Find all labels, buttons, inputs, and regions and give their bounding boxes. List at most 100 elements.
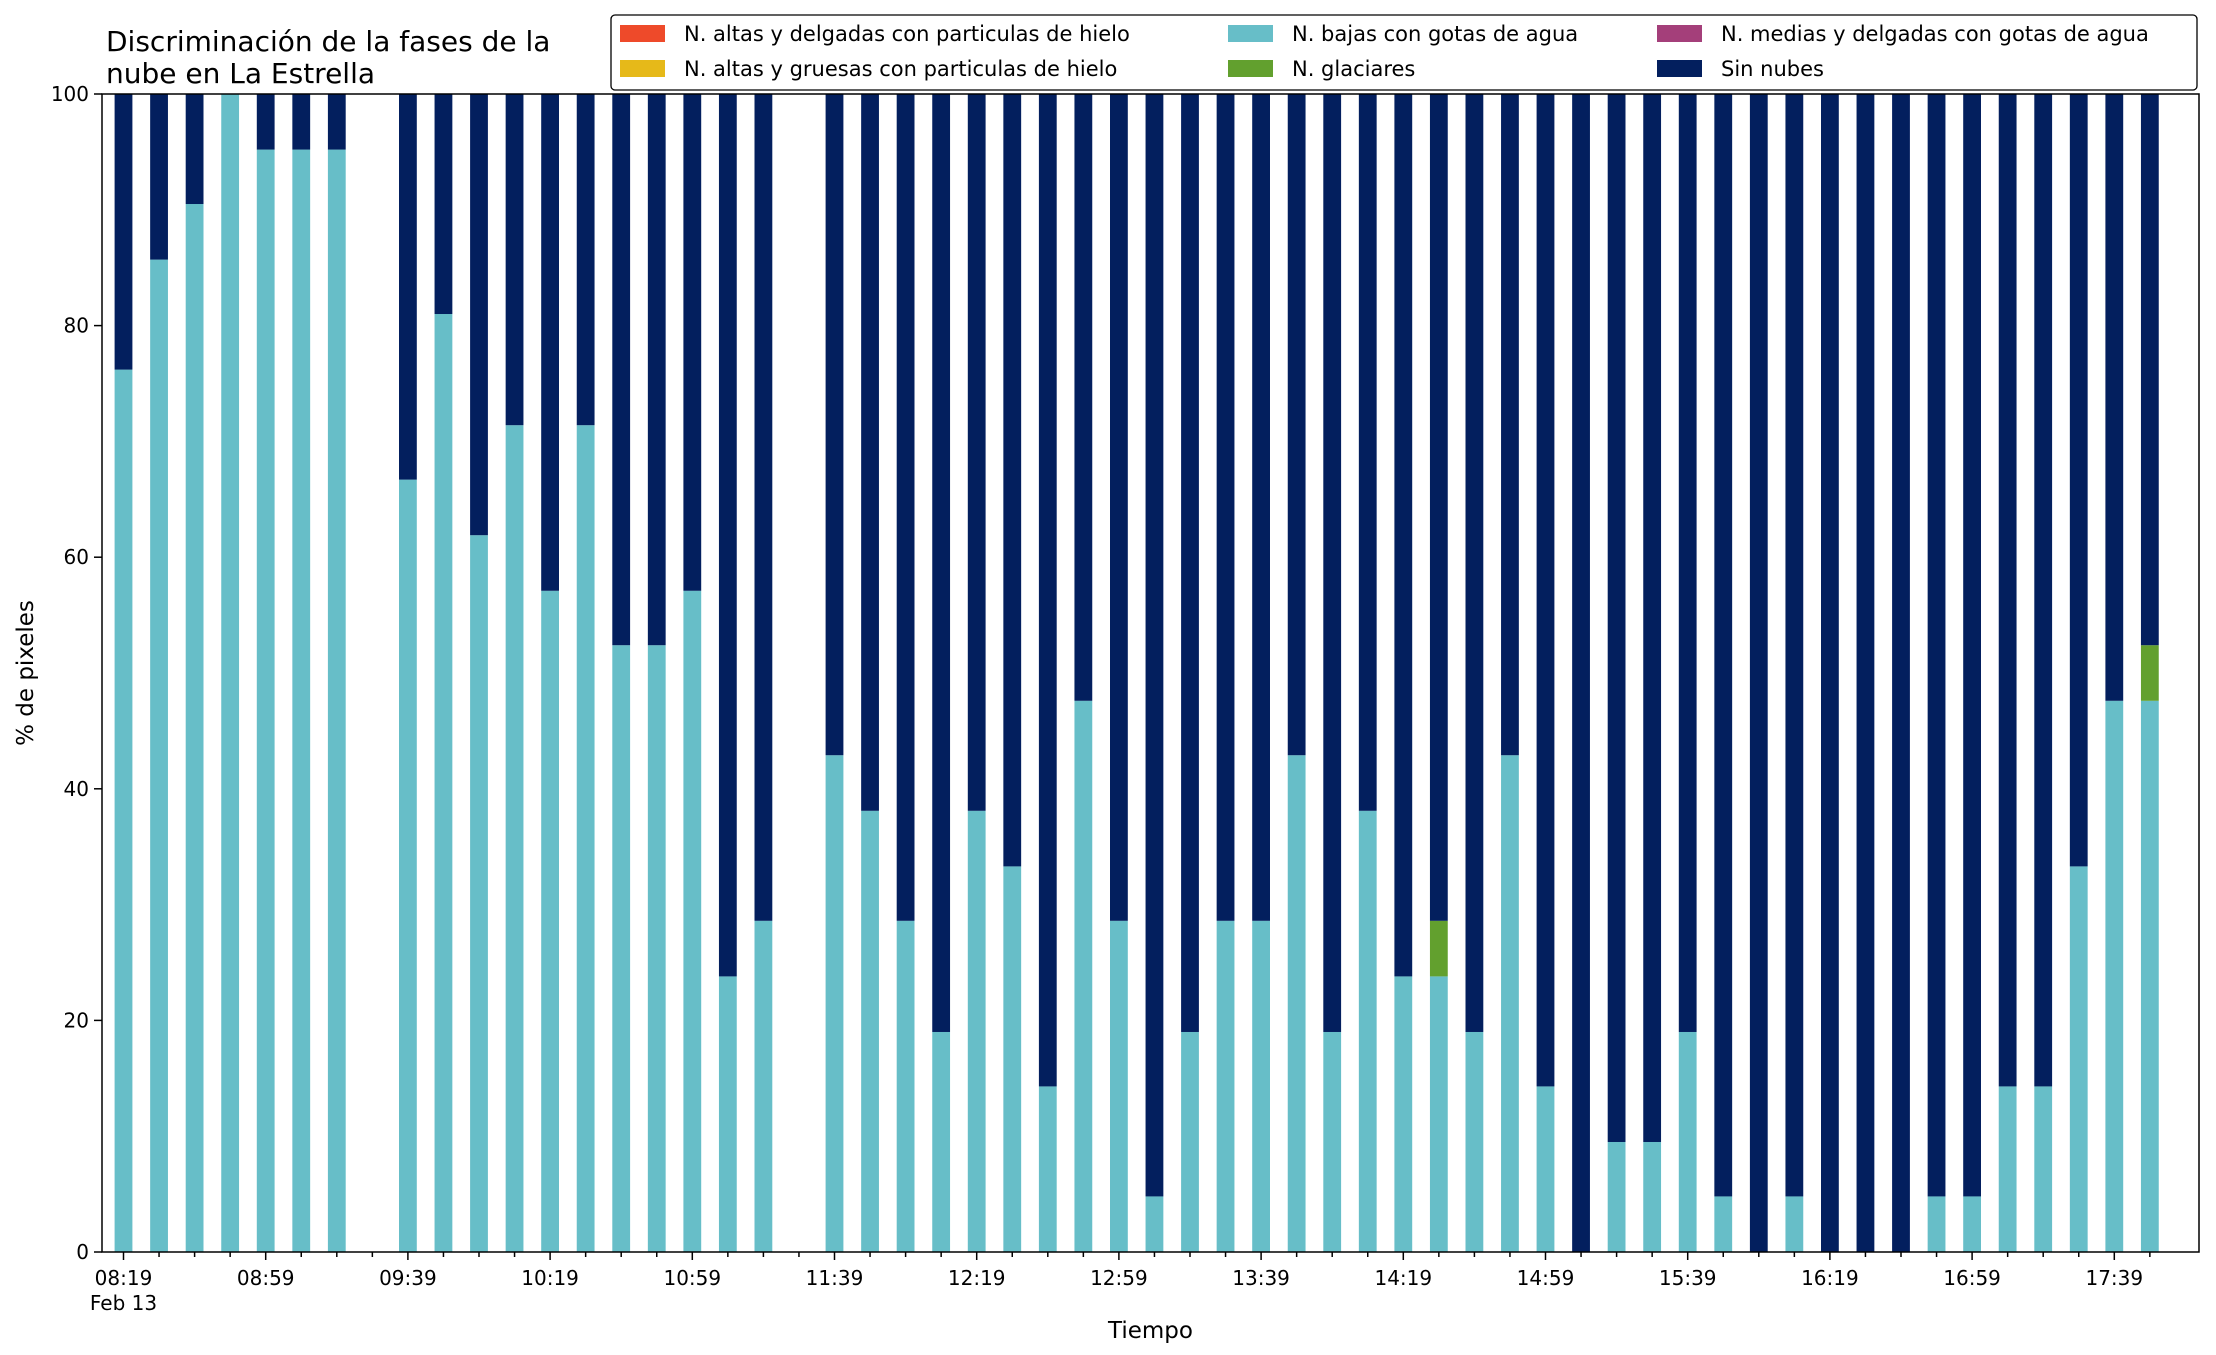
bar-segment-40-series-5 (1536, 94, 1555, 1087)
bar-segment-53-series-5 (1998, 94, 2017, 1087)
bar-segment-55-series-5 (2069, 94, 2088, 867)
y-tick-label: 60 (64, 545, 89, 569)
legend-label: Sin nubes (1721, 57, 1824, 81)
y-tick-label: 40 (64, 777, 89, 801)
bar-segment-33-series-5 (1287, 94, 1306, 756)
bar-segment-24-series-5 (967, 94, 986, 811)
bar-segment-5-series-5 (292, 94, 311, 150)
x-tick-label: 12:59 (1090, 1266, 1148, 1290)
bar-segment-25-series-2 (1003, 866, 1022, 1252)
bar-segment-29-series-5 (1145, 94, 1164, 1197)
bar-segment-24-series-2 (967, 810, 986, 1252)
bar-segment-50-series-5 (1892, 94, 1910, 1252)
legend-label: N. bajas con gotas de agua (1292, 22, 1578, 46)
bar-segment-39-series-5 (1501, 94, 1519, 756)
legend-swatch (1657, 60, 1702, 77)
bar-segment-13-series-2 (576, 425, 595, 1252)
bar-segment-16-series-2 (683, 590, 702, 1252)
bar-segment-54-series-5 (2034, 94, 2053, 1087)
y-axis-label: % de pixeles (13, 600, 39, 746)
bar-segment-55-series-2 (2069, 866, 2088, 1252)
bar-segment-43-series-5 (1643, 94, 1662, 1142)
bar-segment-12-series-2 (541, 590, 559, 1252)
bar-segment-35-series-5 (1358, 94, 1377, 811)
bar-segment-4-series-2 (256, 149, 275, 1253)
bar-segment-33-series-2 (1287, 755, 1306, 1252)
x-tick-label: 16:19 (1801, 1266, 1859, 1290)
bar-segment-45-series-2 (1714, 1196, 1733, 1252)
x-tick-label: 09:39 (379, 1266, 437, 1290)
bar-segment-37-series-3 (1429, 920, 1448, 977)
bar-segment-21-series-5 (861, 94, 879, 811)
bar-segment-14-series-2 (612, 645, 631, 1252)
bar-segment-38-series-2 (1465, 1031, 1484, 1252)
bar-segment-44-series-2 (1678, 1031, 1697, 1252)
y-tick-label: 100 (51, 82, 89, 106)
bar-segment-35-series-2 (1358, 810, 1377, 1252)
bar-segment-30-series-2 (1181, 1031, 1199, 1252)
bar-segment-25-series-5 (1003, 94, 1022, 867)
bar-segment-46-series-5 (1749, 94, 1768, 1252)
legend-swatch (1228, 60, 1273, 77)
x-tick-label: 11:39 (806, 1266, 864, 1290)
bar-segment-22-series-5 (896, 94, 915, 921)
x-tick-label: 16:59 (1943, 1266, 2001, 1290)
bar-segment-2-series-2 (185, 204, 204, 1252)
bar-segment-0-series-2 (114, 369, 133, 1253)
bar-segment-9-series-2 (434, 314, 453, 1252)
legend-label: N. glaciares (1292, 57, 1415, 81)
x-tick-label: 13:39 (1232, 1266, 1290, 1290)
bar-segment-20-series-5 (825, 94, 844, 756)
bar-segment-47-series-2 (1785, 1196, 1804, 1252)
bar-segment-34-series-2 (1323, 1031, 1342, 1252)
bar-segment-8-series-5 (399, 94, 417, 480)
bar-segment-28-series-5 (1110, 94, 1128, 921)
x-tick-label: 15:39 (1659, 1266, 1717, 1290)
bar-segment-11-series-2 (505, 425, 524, 1252)
bar-segment-10-series-2 (470, 535, 488, 1252)
bar-segment-52-series-2 (1963, 1196, 1981, 1252)
bar-segment-36-series-5 (1394, 94, 1413, 977)
bar-segment-13-series-5 (576, 94, 595, 426)
bar-segment-29-series-2 (1145, 1196, 1164, 1252)
legend: N. altas y delgadas con particulas de hi… (610, 14, 2198, 91)
bar-segment-16-series-5 (683, 94, 702, 591)
bars-layer (114, 94, 2159, 1253)
bar-segment-1-series-2 (150, 259, 168, 1253)
bar-segment-21-series-2 (861, 810, 879, 1252)
legend-box (610, 14, 2198, 91)
bar-segment-47-series-5 (1785, 94, 1804, 1197)
bar-segment-39-series-2 (1501, 755, 1519, 1252)
bar-segment-31-series-2 (1216, 920, 1235, 1252)
bar-segment-30-series-5 (1181, 94, 1199, 1032)
chart-title-line-2: nube en La Estrella (106, 57, 375, 90)
x-tick-label: 10:19 (521, 1266, 579, 1290)
bar-segment-20-series-2 (825, 755, 844, 1252)
plot-frame (101, 93, 2200, 1253)
bar-segment-32-series-2 (1252, 920, 1270, 1252)
bar-segment-56-series-2 (2105, 700, 2124, 1252)
bar-segment-23-series-5 (932, 94, 951, 1032)
x-tick-label: 14:19 (1374, 1266, 1432, 1290)
bar-segment-12-series-5 (541, 94, 559, 591)
bar-segment-10-series-5 (470, 94, 488, 536)
bar-segment-52-series-5 (1963, 94, 1981, 1197)
bar-segment-40-series-2 (1536, 1086, 1555, 1252)
bar-segment-18-series-5 (754, 94, 773, 921)
bar-segment-3-series-2 (221, 94, 240, 1252)
bar-segment-31-series-5 (1216, 94, 1235, 921)
bar-segment-0-series-5 (114, 94, 133, 370)
bar-segment-48-series-5 (1821, 94, 1839, 1252)
y-tick-label: 80 (64, 314, 89, 338)
bar-segment-2-series-5 (185, 94, 204, 205)
bar-segment-53-series-2 (1998, 1086, 2017, 1252)
bar-segment-43-series-2 (1643, 1141, 1662, 1252)
bar-segment-1-series-5 (150, 94, 168, 260)
bar-segment-26-series-2 (1038, 1086, 1057, 1252)
bar-segment-26-series-5 (1038, 94, 1057, 1087)
x-tick-label: 10:59 (663, 1266, 721, 1290)
bar-segment-18-series-2 (754, 920, 773, 1252)
bar-segment-23-series-2 (932, 1031, 951, 1252)
bar-segment-36-series-2 (1394, 976, 1413, 1252)
